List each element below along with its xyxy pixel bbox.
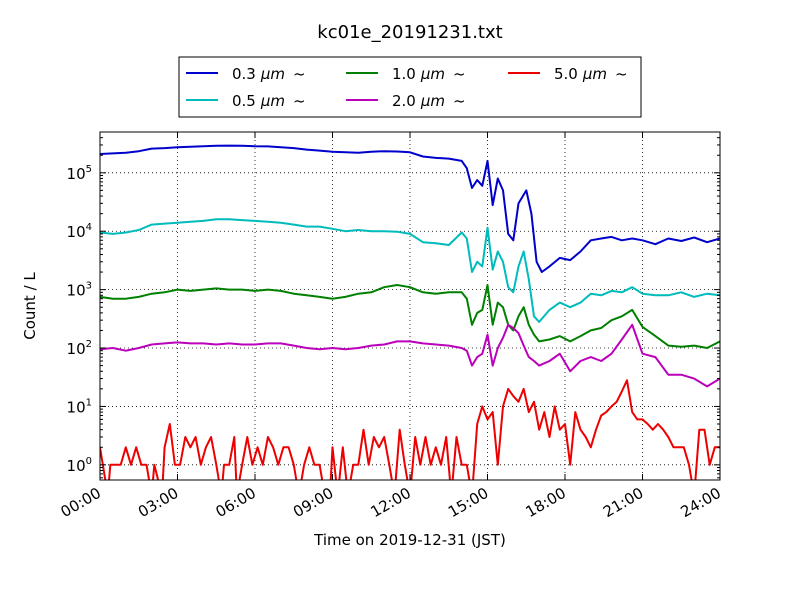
series-0.3-um bbox=[100, 144, 720, 273]
y-tick-base: 10 bbox=[67, 340, 86, 358]
legend-label: 0.3 μm ~ bbox=[232, 65, 306, 83]
series-0.5-um bbox=[100, 218, 720, 323]
y-tick-label: 101 bbox=[67, 397, 92, 416]
y-tick-label: 100 bbox=[67, 456, 92, 475]
y-tick-base: 10 bbox=[67, 457, 86, 475]
axis-ticks bbox=[99, 131, 721, 480]
y-tick-base: 10 bbox=[67, 282, 86, 300]
series-layer bbox=[100, 144, 720, 480]
legend-label: 5.0 μm ~ bbox=[554, 65, 628, 83]
legend-label-size: 0.5 bbox=[232, 92, 256, 110]
y-tick-base: 10 bbox=[67, 398, 86, 416]
legend-label-tail: ~ bbox=[293, 65, 306, 83]
x-tick-label: 18:00 bbox=[523, 484, 569, 521]
y-tick-label: 103 bbox=[67, 281, 92, 300]
legend-label-tail: ~ bbox=[453, 65, 466, 83]
series-line bbox=[100, 284, 720, 349]
legend-entry: 1.0 μm ~ bbox=[346, 65, 466, 83]
legend-box bbox=[178, 56, 642, 118]
legend-label: 1.0 μm ~ bbox=[392, 65, 466, 83]
series-2.0-um bbox=[100, 323, 720, 388]
series-1.0-um bbox=[100, 284, 720, 349]
legend-label-unit: μm bbox=[582, 65, 607, 83]
series-line bbox=[100, 218, 720, 323]
series-line bbox=[100, 144, 720, 273]
legend-entry: 5.0 μm ~ bbox=[508, 65, 628, 83]
x-tick-label: 24:00 bbox=[678, 484, 724, 521]
y-tick-exponent: 3 bbox=[86, 281, 92, 292]
y-tick-label: 105 bbox=[67, 164, 92, 183]
legend-label-size: 0.3 bbox=[232, 65, 256, 83]
y-tick-base: 10 bbox=[67, 165, 86, 183]
legend-label-size: 2.0 bbox=[392, 92, 416, 110]
legend-label-size: 1.0 bbox=[392, 65, 416, 83]
y-tick-base: 10 bbox=[67, 223, 86, 241]
series-line bbox=[100, 379, 720, 480]
series-line bbox=[100, 323, 720, 388]
legend-label-size: 5.0 bbox=[554, 65, 578, 83]
x-tick-label: 12:00 bbox=[368, 484, 414, 521]
legend-entry: 0.3 μm ~ bbox=[186, 65, 306, 83]
x-tick-label: 03:00 bbox=[135, 484, 181, 521]
legend-label-tail: ~ bbox=[615, 65, 628, 83]
legend-label: 2.0 μm ~ bbox=[392, 92, 466, 110]
legend-label: 0.5 μm ~ bbox=[232, 92, 306, 110]
y-tick-label: 102 bbox=[67, 339, 92, 358]
y-tick-exponent: 1 bbox=[86, 397, 92, 408]
x-tick-label: 15:00 bbox=[445, 484, 491, 521]
x-tick-labels: 00:00 03:00 06:00 09:00 12:00 15:00 18:00 21:00… bbox=[58, 484, 724, 521]
y-tick-exponent: 0 bbox=[86, 456, 92, 467]
legend-entry: 0.5 μm ~ bbox=[186, 92, 306, 110]
y-tick-exponent: 5 bbox=[86, 164, 92, 175]
y-axis-label: Count / L bbox=[21, 272, 39, 340]
grid bbox=[100, 132, 720, 480]
y-tick-exponent: 2 bbox=[86, 339, 92, 350]
legend-label-unit: μm bbox=[420, 92, 445, 110]
series-5.0-um bbox=[100, 379, 720, 480]
legend-label-tail: ~ bbox=[453, 92, 466, 110]
x-axis-label: Time on 2019-12-31 (JST) bbox=[313, 531, 506, 549]
x-tick-label: 21:00 bbox=[600, 484, 646, 521]
legend: 0.3 μm ~0.5 μm ~1.0 μm ~2.0 μm ~5.0 μm ~ bbox=[178, 56, 642, 118]
y-tick-label: 104 bbox=[67, 222, 92, 241]
x-tick-label: 09:00 bbox=[290, 484, 336, 521]
legend-label-tail: ~ bbox=[293, 92, 306, 110]
y-tick-exponent: 4 bbox=[86, 222, 92, 233]
x-tick-label: 00:00 bbox=[58, 484, 104, 521]
legend-entry: 2.0 μm ~ bbox=[346, 92, 466, 110]
chart-title: kc01e_20191231.txt bbox=[317, 22, 502, 43]
legend-label-unit: μm bbox=[260, 92, 285, 110]
x-tick-label: 06:00 bbox=[213, 484, 259, 521]
legend-label-unit: μm bbox=[260, 65, 285, 83]
legend-label-unit: μm bbox=[420, 65, 445, 83]
